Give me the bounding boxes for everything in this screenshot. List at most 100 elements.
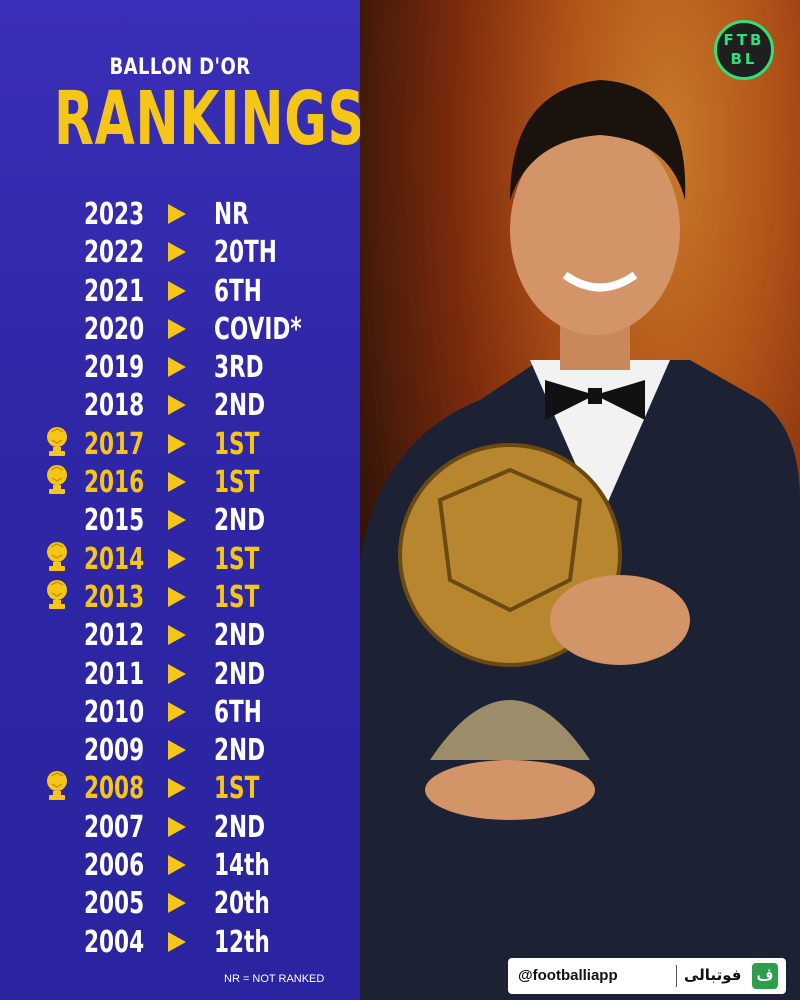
arrow-right-icon — [168, 242, 186, 263]
ranking-position: 2ND — [214, 388, 266, 424]
ranking-row: 2011 2ND — [0, 653, 360, 692]
ranking-position: 2ND — [214, 656, 266, 692]
ranking-position: 2ND — [214, 618, 266, 654]
ranking-row: 2015 2ND — [0, 499, 360, 539]
ranking-position: NR — [214, 197, 249, 232]
ranking-row: 2013 1ST — [0, 576, 360, 615]
ftbl-logo-icon: FTB BL — [714, 20, 774, 80]
social-handle: @footballiapp — [518, 967, 618, 984]
ranking-row: 2020 COVID* — [0, 308, 360, 347]
brand-line-2: BL — [730, 50, 758, 68]
ranking-row: 2016 1ST — [0, 461, 360, 501]
ranking-year: 2014 — [84, 541, 145, 577]
ranking-position: 1ST — [214, 465, 260, 501]
app-icon: ف — [752, 963, 778, 989]
arrow-right-icon — [168, 740, 186, 761]
ranking-year: 2017 — [84, 426, 145, 462]
ranking-row: 2022 20TH — [0, 231, 360, 271]
ranking-row: 2023 NR — [0, 193, 360, 232]
ranking-row: 2007 2ND — [0, 806, 360, 845]
ranking-row: 2017 1ST — [0, 423, 360, 462]
footnote: NR = NOT RANKED — [224, 973, 325, 985]
arrow-right-icon — [168, 472, 186, 493]
arrow-right-icon — [168, 433, 186, 454]
arrow-right-icon — [168, 855, 186, 876]
arrow-right-icon — [168, 395, 186, 416]
trophy-icon — [47, 579, 67, 609]
trophy-icon — [47, 541, 67, 571]
player-photo-illustration — [360, 80, 800, 1000]
ranking-position: 20TH — [214, 235, 277, 271]
ranking-row: 2010 6TH — [0, 691, 360, 730]
ranking-year: 2019 — [84, 350, 145, 386]
ranking-year: 2013 — [84, 579, 145, 615]
ranking-year: 2010 — [84, 694, 145, 730]
player-photo — [360, 0, 800, 1000]
trophy-icon — [47, 771, 67, 801]
trophy-icon — [47, 426, 67, 456]
app-name: فوتبالی — [684, 966, 742, 984]
ranking-row: 2014 1ST — [0, 538, 360, 577]
ranking-year: 2012 — [84, 618, 145, 654]
ranking-year: 2021 — [84, 273, 145, 309]
ranking-year: 2020 — [84, 311, 145, 347]
ranking-row: 2018 2ND — [0, 384, 360, 424]
arrow-right-icon — [168, 510, 186, 531]
ranking-year: 2023 — [84, 197, 145, 232]
ranking-row: 2019 3RD — [0, 346, 360, 386]
ranking-row: 2012 2ND — [0, 614, 360, 654]
ranking-position: 2ND — [214, 733, 266, 769]
subtitle: BALLON D'OR — [109, 55, 251, 80]
ranking-row: 2008 1ST — [0, 767, 360, 807]
ranking-year: 2011 — [84, 656, 145, 692]
page-title: RANKINGS — [54, 76, 366, 162]
ranking-position: 14th — [214, 848, 270, 884]
trophy-icon — [47, 465, 67, 495]
ranking-year: 2008 — [84, 771, 145, 807]
rankings-panel: BALLON D'OR RANKINGS 2023 NR 2022 20TH 2021 6… — [0, 0, 366, 1000]
ranking-position: 6TH — [214, 273, 262, 309]
arrow-right-icon — [168, 778, 186, 799]
ranking-row: 2004 12th — [0, 921, 360, 960]
ranking-position: 12th — [214, 924, 270, 960]
ranking-position: 1ST — [214, 541, 260, 577]
arrow-right-icon — [168, 893, 186, 914]
ranking-position: 6TH — [214, 694, 262, 730]
arrow-right-icon — [168, 931, 186, 952]
ranking-year: 2016 — [84, 465, 145, 501]
divider — [676, 965, 677, 987]
ranking-year: 2006 — [84, 848, 145, 884]
ranking-year: 2009 — [84, 733, 145, 769]
arrow-right-icon — [168, 357, 186, 378]
arrow-right-icon — [168, 318, 186, 339]
arrow-right-icon — [168, 625, 186, 646]
ranking-year: 2004 — [84, 924, 145, 960]
ranking-position: 3RD — [214, 350, 264, 386]
ranking-year: 2022 — [84, 235, 145, 271]
arrow-right-icon — [168, 816, 186, 837]
ranking-row: 2006 14th — [0, 844, 360, 884]
arrow-right-icon — [168, 548, 186, 569]
brand-line-1: FTB — [723, 31, 765, 49]
ranking-row: 2005 20th — [0, 882, 360, 922]
ranking-year: 2015 — [84, 503, 145, 539]
arrow-right-icon — [168, 204, 186, 224]
ranking-position: 2ND — [214, 809, 266, 845]
ranking-position: 1ST — [214, 426, 260, 462]
ranking-row: 2021 6TH — [0, 270, 360, 309]
arrow-right-icon — [168, 586, 186, 607]
ranking-position: 1ST — [214, 579, 260, 615]
ranking-position: COVID* — [214, 311, 302, 347]
ranking-row: 2009 2ND — [0, 729, 360, 769]
ranking-position: 20th — [214, 886, 270, 922]
arrow-right-icon — [168, 663, 186, 684]
ranking-year: 2005 — [84, 886, 145, 922]
ranking-year: 2007 — [84, 809, 145, 845]
ranking-position: 2ND — [214, 503, 266, 539]
arrow-right-icon — [168, 701, 186, 722]
arrow-right-icon — [168, 280, 186, 301]
ranking-year: 2018 — [84, 388, 145, 424]
social-handle-bar: @footballiapp فوتبالی ف — [508, 958, 786, 994]
rankings-list: 2023 NR 2022 20TH 2021 6TH 2020 COVID* 2019 3RD 20… — [0, 193, 360, 960]
ranking-position: 1ST — [214, 771, 260, 807]
